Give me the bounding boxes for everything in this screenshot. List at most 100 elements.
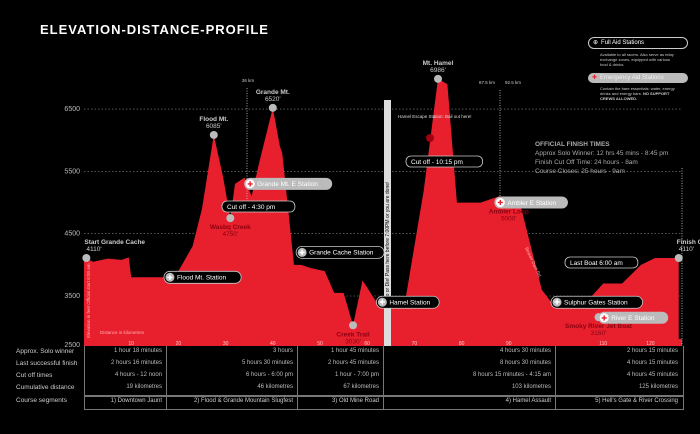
segment-name: 1) Downtown Jaunt: [110, 398, 162, 404]
landmark-dot: [226, 214, 235, 223]
landmark-dot: [349, 321, 358, 330]
emergency-aid-icon: ✚: [592, 74, 598, 81]
landmark-name: Mt. Hamel: [423, 60, 454, 67]
table-cell: 103 kilometres: [511, 384, 551, 390]
legend-full: ⊕ Full Aid Stations Available to all race…: [588, 37, 688, 70]
station-sulphur-gates-stationbutton[interactable]: [550, 295, 643, 309]
cross-glyph: ✚: [299, 249, 305, 257]
station-hamel-stationbutton[interactable]: [375, 295, 440, 309]
hamel-escape-text: Hamel Escape Station: Bail out here!: [398, 114, 472, 119]
x-tick-label: 110: [599, 341, 607, 347]
x-tick-label: 10: [128, 341, 134, 347]
table-cell: 1 hour 18 minutes: [113, 348, 162, 354]
cross-glyph: ✚: [554, 299, 560, 307]
station-label: Hamel Station: [389, 300, 430, 307]
y-tick-label: 5500: [64, 168, 80, 175]
emergency-aid-icon: [245, 179, 255, 189]
cutoff-text: Cut off - 10:15 pm: [411, 159, 463, 166]
table-cell: 1 hour - 7:00 pm: [334, 372, 379, 378]
landmark-elevation: 6986': [430, 67, 446, 74]
landmark-dot: [82, 253, 91, 262]
station-label: Sulphur Gates Station: [564, 300, 628, 307]
landmark-dot: [268, 103, 277, 112]
station-grande-cache-stationbutton[interactable]: [295, 245, 385, 259]
landmark-name: Smoky River Jet Boat: [565, 323, 633, 330]
landmark-elevation: 4110': [679, 246, 694, 253]
x-tick-label: 120: [646, 341, 655, 347]
segments-frame: [84, 395, 684, 410]
y-tick-label: 4500: [64, 231, 80, 238]
cross-glyph: ✚: [167, 274, 173, 282]
x-tick-label: 40: [270, 341, 276, 347]
table-cell: 6 hours - 6:00 pm: [245, 372, 293, 378]
station-label: Flood Mt. Station: [177, 275, 227, 282]
landmark-name: Wasbq Creek: [210, 224, 251, 231]
y-tick-label: 3500: [64, 293, 80, 300]
table-cell: 8 hours 30 minutes: [499, 360, 551, 366]
x-tick-label: 80: [459, 341, 465, 347]
emergency-aid-icon: [495, 198, 505, 208]
segment-name: 4) Hamel Assault: [505, 398, 551, 404]
station-label: Grande Cache Station: [309, 250, 374, 257]
landmark-dot: [209, 130, 218, 139]
x-tick-label: 70: [412, 341, 418, 347]
landmark-elevation: 6085': [206, 123, 222, 130]
landmark-name: Grande Mt.: [256, 89, 290, 96]
column-divider: [383, 346, 384, 409]
cross-glyph: ✚: [379, 299, 385, 307]
legend-warning: NO SUPPORT CREWS ALLOWED.: [600, 91, 670, 101]
landmark-name: Flood Mt.: [199, 116, 228, 123]
x-axis-band: [84, 339, 682, 346]
table-cell: 4 hours 45 minutes: [626, 372, 678, 378]
table-cell: 46 kilometres: [257, 384, 293, 390]
landmark-elevation: 4110': [86, 246, 101, 253]
segment-name: 2) Flood & Grande Mountain Slugfest: [193, 398, 293, 404]
station-grande-mt-e-stationbutton[interactable]: [244, 177, 333, 190]
station-label: River E Station: [611, 315, 655, 322]
cutoff-text: Cut off - 4:30 pm: [227, 204, 275, 211]
table-cell: 67 kilometres: [343, 384, 379, 390]
page-title: ELEVATION-DISTANCE-PROFILE: [40, 22, 269, 37]
cross-glyph: ✚: [247, 180, 253, 188]
table-cell: 8 hours 15 minutes - 4:15 am: [472, 372, 551, 378]
x-tick-label: 20: [176, 341, 182, 347]
full-aid-icon: [165, 272, 175, 282]
do-or-die-text: Do or Die! Pass here before 7:00PM or yo…: [385, 182, 391, 300]
landmark-elevation: 5000': [501, 216, 517, 223]
landmark-dot: [434, 74, 442, 83]
cutoff-badge: [221, 200, 296, 213]
row-label: Cut off times: [16, 372, 53, 379]
landmark-dot: [674, 253, 683, 262]
finish-line: Course Closes: 25 hours - 9am: [535, 168, 625, 175]
landmark-elevation: 6520': [265, 96, 281, 103]
full-aid-icon: [297, 247, 307, 257]
station-ambler-e-stationbutton[interactable]: [494, 196, 568, 209]
legend-emergency-desc: Contain the bare essentials: water, ener…: [588, 83, 688, 104]
distance-marker: 92.5 km: [505, 80, 521, 85]
table-cell: 125 kilometres: [638, 384, 678, 390]
landmark-name: Start Grande Cache: [84, 239, 145, 246]
hamel-escape-dot: [426, 134, 434, 142]
station-flood-mt-stationbutton[interactable]: [163, 270, 242, 284]
legend-emergency-pill: ✚ Emergency Aid Stations: [588, 73, 688, 83]
landmark-name: Finish Grande Cache: [677, 239, 700, 246]
legend-emergency-label: Emergency Aid Stations: [600, 74, 664, 81]
landmark-elevation: 4750': [222, 231, 238, 238]
finish-line: Finish Cut Off Time: 24 hours - 8am: [535, 159, 638, 166]
column-divider: [166, 346, 167, 409]
finish-times: OFFICIAL FINISH TIMES Approx Solo Winner…: [535, 140, 668, 176]
table-frame: [84, 346, 684, 397]
table-cell: 5 hours 30 minutes: [241, 360, 293, 366]
full-aid-icon: [377, 297, 387, 307]
landmark-name: Creek Trail: [336, 331, 369, 338]
row-label: Cumulative distance: [16, 384, 75, 391]
legend-full-pill: ⊕ Full Aid Stations: [588, 37, 688, 49]
table-cell: 4 hours - 12 noon: [114, 372, 162, 378]
legend-full-label: Full Aid Stations: [601, 39, 645, 46]
cutoff-badge: [405, 155, 483, 168]
x-tick-label: 60: [364, 341, 370, 347]
landmark-name: Ambler Loop: [489, 209, 529, 216]
station-river-e-stationbutton[interactable]: [598, 311, 669, 324]
full-aid-icon: ⊕: [593, 39, 599, 46]
